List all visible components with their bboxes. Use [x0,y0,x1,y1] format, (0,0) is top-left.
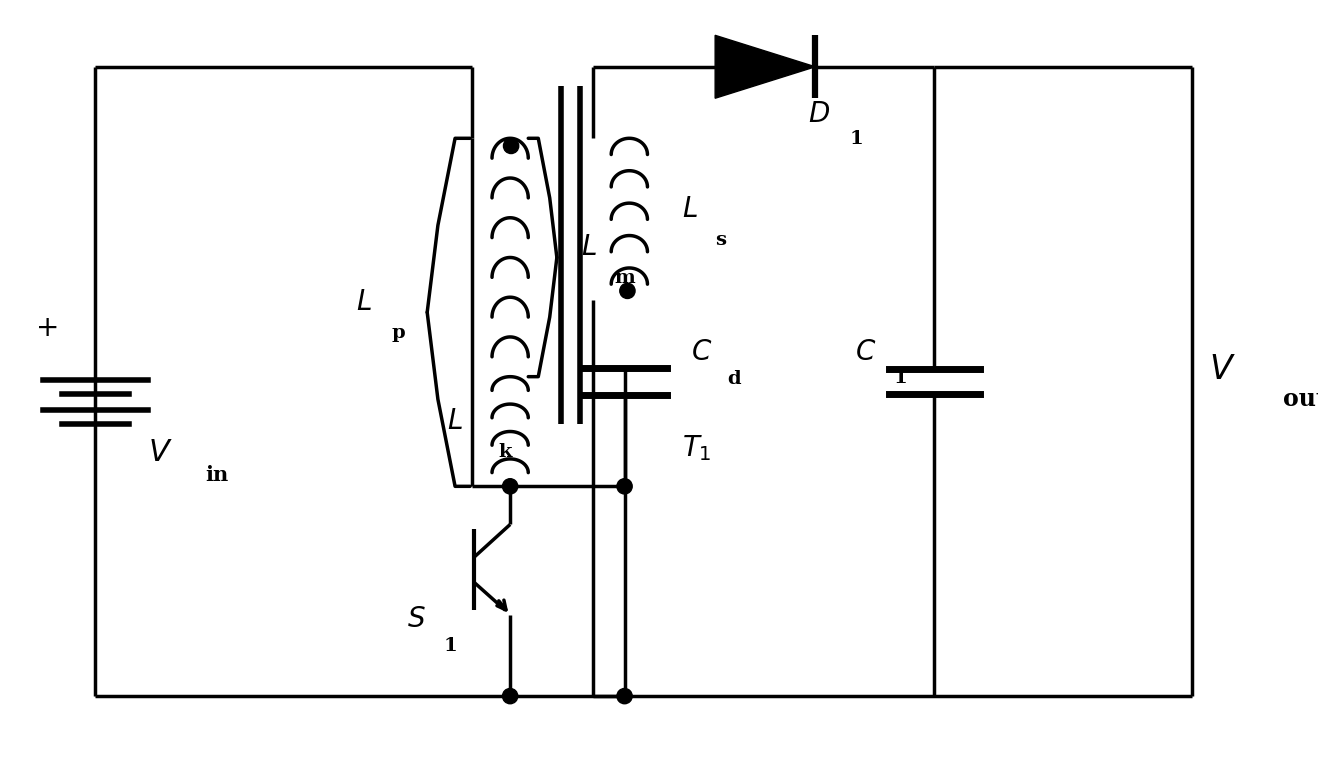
Polygon shape [716,35,816,98]
Text: $C$: $C$ [855,339,876,366]
Text: d: d [728,369,741,387]
Circle shape [617,689,633,704]
Circle shape [617,479,633,494]
Text: k: k [498,444,513,462]
Text: in: in [206,465,228,485]
Text: p: p [391,324,405,342]
Text: $S$: $S$ [407,606,426,633]
Circle shape [502,689,518,704]
Text: out: out [1282,387,1318,411]
Text: $L$: $L$ [581,234,597,262]
Text: $L$: $L$ [356,289,372,316]
Text: $L$: $L$ [681,196,697,223]
Text: $D$: $D$ [808,101,830,128]
Text: 1: 1 [849,130,863,148]
Text: $T_1$: $T_1$ [681,433,712,463]
Circle shape [502,479,518,494]
Text: $L$: $L$ [447,408,463,436]
Text: $C$: $C$ [692,339,713,366]
Circle shape [503,138,519,154]
Text: $V$: $V$ [1209,354,1236,387]
Text: 1: 1 [894,369,907,387]
Text: $V$: $V$ [148,437,173,469]
Text: $+$: $+$ [34,316,57,343]
Text: s: s [716,231,726,249]
Text: 1: 1 [443,637,457,654]
Text: m: m [614,269,635,287]
Circle shape [619,284,635,298]
